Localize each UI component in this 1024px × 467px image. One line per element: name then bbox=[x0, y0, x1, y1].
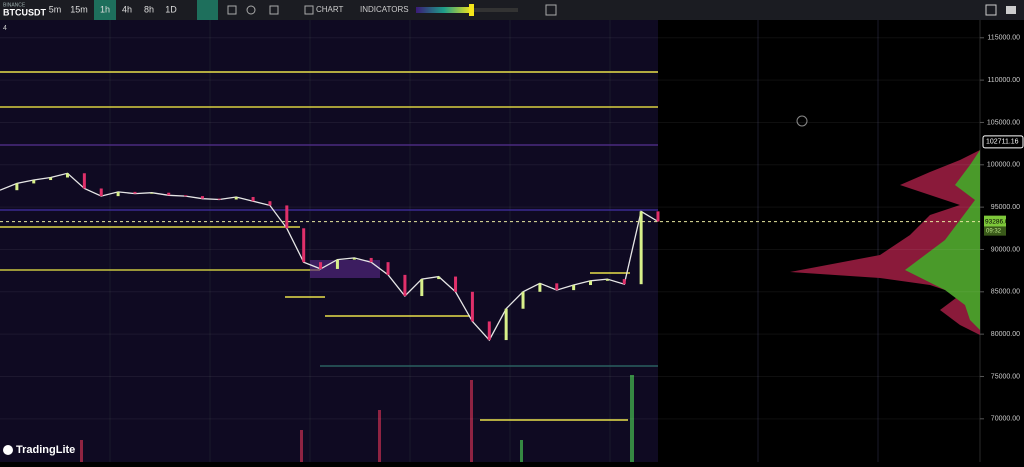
screenshot-button[interactable] bbox=[1006, 6, 1016, 14]
candle bbox=[335, 259, 339, 269]
y-tick-label: 110000.00 bbox=[987, 77, 1020, 84]
timeframe[interactable]: 8h bbox=[144, 4, 154, 14]
chart-icon bbox=[304, 5, 314, 15]
candle bbox=[521, 291, 525, 309]
cursor-price-box bbox=[982, 135, 1024, 149]
last-price-box bbox=[984, 215, 1006, 227]
layer-count[interactable]: 4 bbox=[3, 25, 7, 32]
slider-handle[interactable] bbox=[469, 4, 474, 16]
y-tick-label: 95000.00 bbox=[991, 204, 1020, 211]
candle bbox=[403, 274, 407, 297]
candle bbox=[116, 191, 120, 197]
brand: TradingLite bbox=[16, 444, 75, 456]
candle bbox=[82, 173, 86, 189]
tool-icon[interactable] bbox=[246, 5, 256, 15]
y-tick-label: 80000.00 bbox=[991, 331, 1020, 338]
candle bbox=[437, 276, 441, 280]
candle bbox=[622, 279, 626, 285]
candle bbox=[386, 262, 390, 275]
hd-button[interactable] bbox=[545, 4, 557, 16]
y-tick-label: 105000.00 bbox=[987, 119, 1020, 126]
candle bbox=[589, 280, 593, 286]
toolbar: BINANCE BTCUSDT 5m 15m 1h 4h 8h 1D CHART INDI… bbox=[0, 0, 1024, 20]
y-tick-label: 100000.00 bbox=[987, 162, 1020, 169]
candle bbox=[504, 308, 508, 341]
timeframe[interactable]: 4h bbox=[122, 4, 132, 14]
candle bbox=[251, 196, 255, 202]
candle bbox=[167, 192, 171, 196]
exchange: BINANCE bbox=[3, 2, 26, 8]
heatmap-area bbox=[0, 20, 658, 462]
y-tick-label: 70000.00 bbox=[991, 416, 1020, 423]
last-price-label: 93286.0 bbox=[985, 218, 1009, 225]
volume-profile bbox=[790, 150, 980, 335]
timeframe[interactable]: 15m bbox=[70, 4, 88, 14]
timeframe[interactable]: 5m bbox=[49, 4, 62, 14]
tool-icon[interactable] bbox=[227, 5, 237, 15]
candle bbox=[639, 211, 643, 285]
y-tick-label: 85000.00 bbox=[991, 289, 1020, 296]
fullscreen-button[interactable] bbox=[985, 4, 997, 16]
candle bbox=[555, 283, 559, 291]
countdown-box bbox=[984, 226, 1006, 236]
candle bbox=[656, 211, 660, 222]
candle bbox=[572, 285, 576, 291]
candle bbox=[319, 262, 323, 269]
y-tick-label: 115000.00 bbox=[987, 35, 1020, 42]
slider-fill bbox=[416, 7, 472, 13]
candle bbox=[65, 173, 69, 178]
timeframe-active bbox=[94, 0, 116, 20]
y-tick-label: 75000.00 bbox=[991, 373, 1020, 380]
indicators-button[interactable]: INDICATORS bbox=[360, 5, 409, 14]
candle bbox=[32, 180, 36, 184]
brand-logo bbox=[3, 445, 13, 455]
chart-button[interactable]: CHART bbox=[316, 5, 344, 14]
vertical-grid bbox=[109, 20, 879, 462]
timeframe[interactable]: 1D bbox=[165, 4, 177, 14]
symbol[interactable]: BTCUSDT bbox=[3, 7, 46, 17]
volume-bars bbox=[80, 375, 634, 462]
tool-icon[interactable] bbox=[269, 5, 279, 15]
candle bbox=[133, 191, 137, 194]
candle bbox=[268, 201, 272, 206]
candle bbox=[454, 276, 458, 292]
cursor-price-label: 102711.16 bbox=[986, 139, 1019, 146]
timeframe[interactable]: 1h bbox=[100, 4, 110, 14]
price-axis bbox=[980, 20, 1024, 462]
candle bbox=[150, 192, 154, 194]
candle bbox=[302, 228, 306, 263]
cursor bbox=[796, 115, 808, 127]
countdown: 09:32 bbox=[986, 229, 1002, 235]
candle bbox=[420, 279, 424, 297]
candle-style[interactable] bbox=[197, 0, 218, 20]
candle bbox=[470, 291, 474, 322]
candle bbox=[99, 188, 103, 197]
price-line bbox=[0, 172, 659, 342]
y-tick-label: 90000.00 bbox=[991, 246, 1020, 253]
candle bbox=[234, 196, 238, 200]
candle bbox=[487, 321, 491, 341]
candle bbox=[369, 257, 373, 263]
candle bbox=[184, 195, 188, 197]
candle bbox=[538, 283, 542, 292]
liquidity-levels bbox=[0, 71, 658, 421]
candle bbox=[352, 257, 356, 260]
candle bbox=[285, 205, 289, 229]
candle bbox=[200, 196, 204, 199]
candle bbox=[217, 198, 221, 200]
candle bbox=[15, 183, 19, 191]
candle bbox=[49, 177, 53, 181]
candle bbox=[605, 279, 609, 281]
